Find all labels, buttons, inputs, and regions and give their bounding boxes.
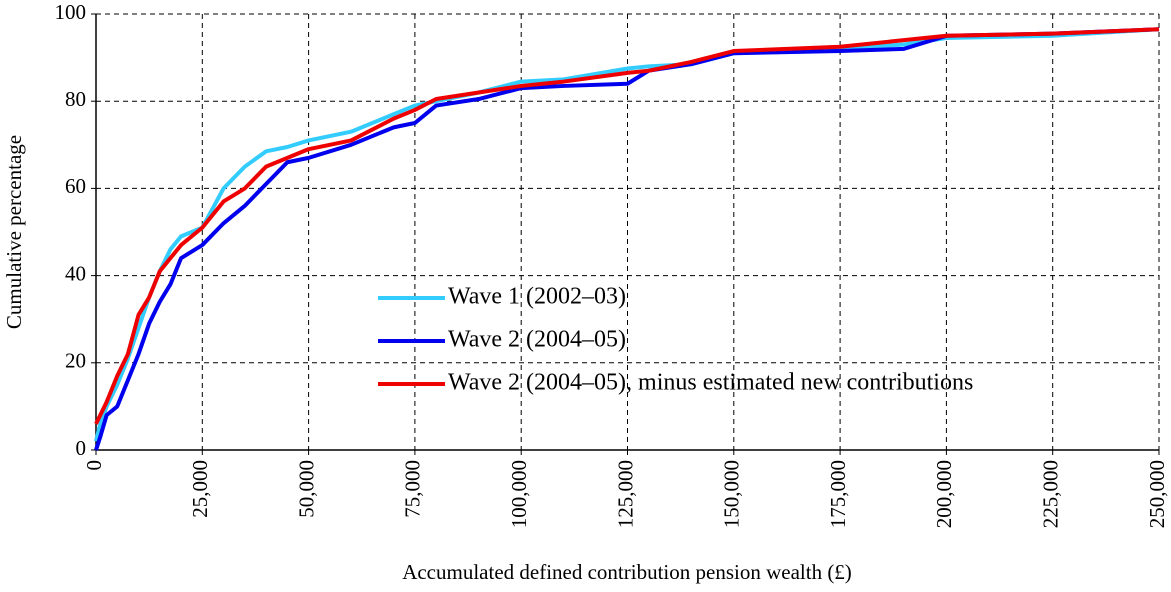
y-tick-label: 0: [76, 436, 87, 460]
x-tick-label: 175,000: [826, 460, 850, 528]
x-tick-label: 100,000: [507, 460, 531, 528]
legend-label: Wave 2 (2004–05), minus estimated new co…: [448, 370, 973, 396]
x-tick-label: 125,000: [613, 460, 637, 528]
legend-label: Wave 1 (2002–03): [448, 284, 626, 310]
x-tick-label: 250,000: [1145, 460, 1169, 528]
x-tick-label: 200,000: [932, 460, 956, 528]
y-axis-title: Cumulative percentage: [2, 135, 26, 329]
y-tick-label: 60: [65, 174, 86, 198]
legend-label: Wave 2 (2004–05): [448, 327, 626, 353]
x-tick-label: 0: [82, 460, 106, 471]
x-tick-label: 150,000: [720, 460, 744, 528]
x-tick-label: 25,000: [188, 460, 212, 518]
y-tick-label: 20: [65, 349, 86, 373]
x-tick-label: 75,000: [401, 460, 425, 518]
y-tick-label: 40: [65, 261, 86, 285]
series-line: [94, 27, 1160, 451]
series-line: [94, 27, 1160, 425]
x-axis-title: Accumulated defined contribution pension…: [402, 560, 852, 584]
x-tick-label: 225,000: [1039, 460, 1063, 528]
y-tick-label: 80: [65, 87, 86, 111]
y-tick-label: 100: [55, 0, 87, 24]
x-tick-label: 50,000: [294, 460, 318, 518]
